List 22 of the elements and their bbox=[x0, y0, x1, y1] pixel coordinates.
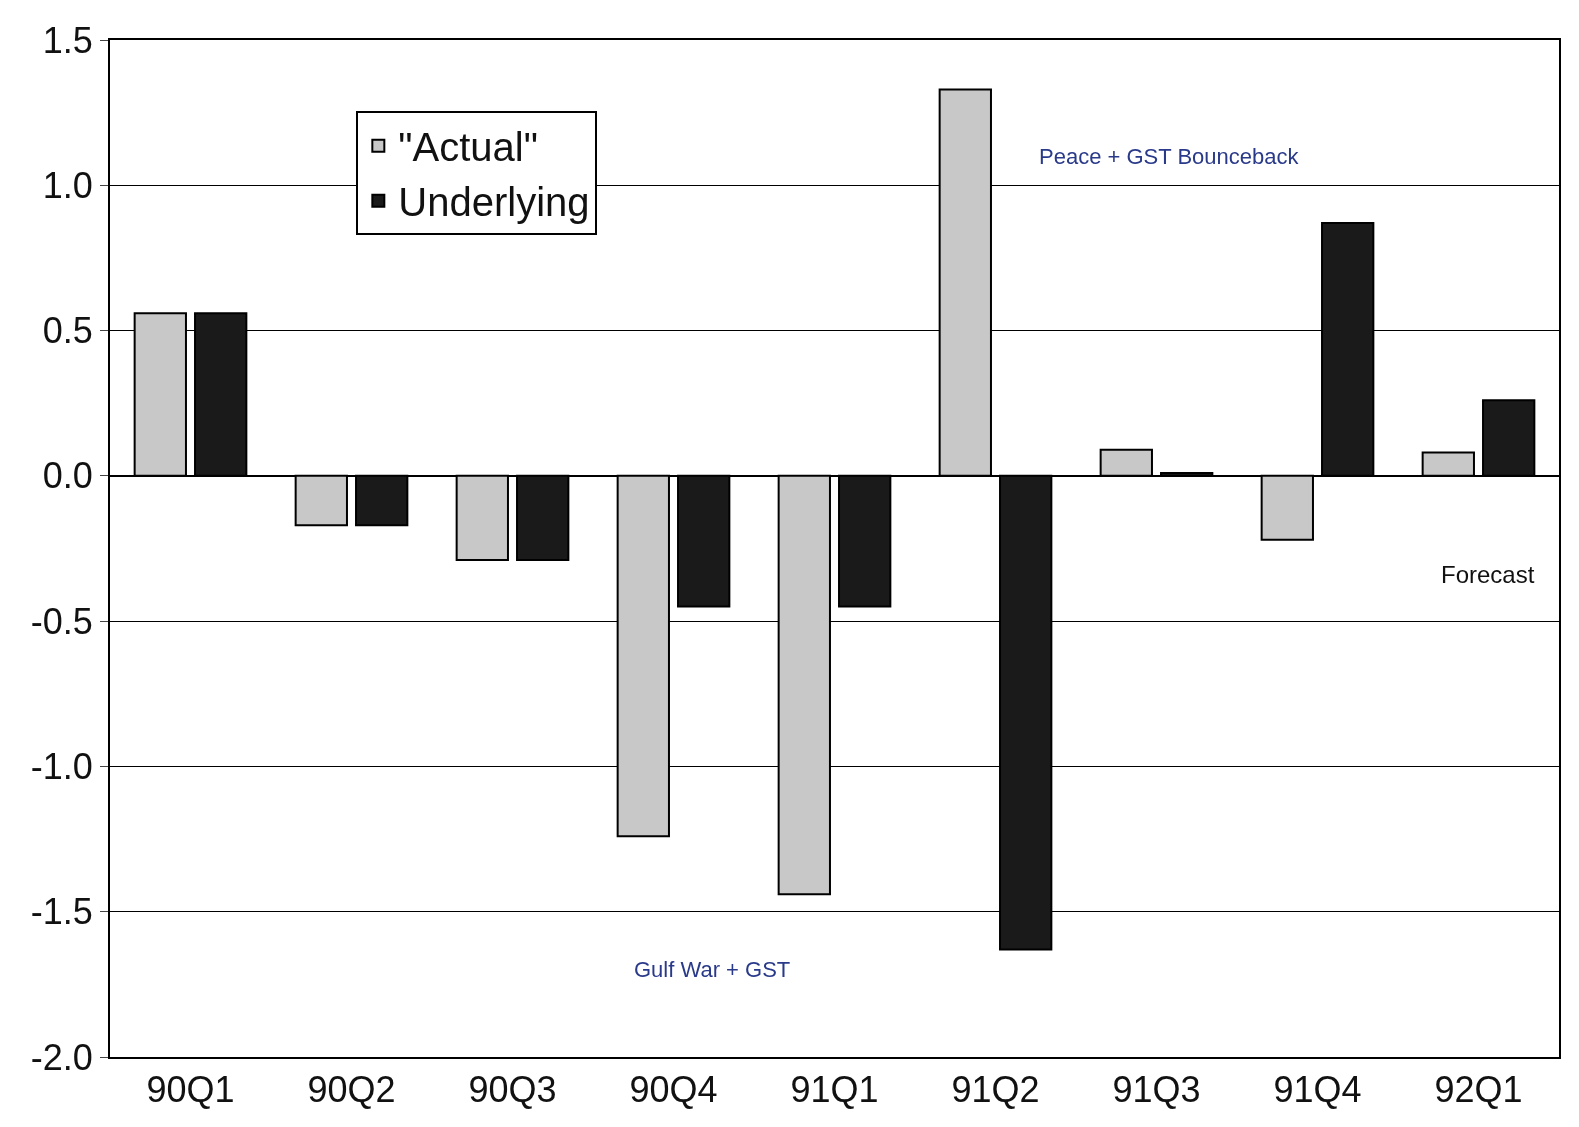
x-tick-label: 92Q1 bbox=[1434, 1069, 1523, 1111]
y-tick-label: 1.0 bbox=[42, 164, 93, 206]
x-tick-label: 91Q2 bbox=[951, 1069, 1040, 1111]
x-tick-label: 91Q1 bbox=[790, 1069, 879, 1111]
annotation: Forecast bbox=[1441, 561, 1535, 588]
legend-label: Underlying bbox=[398, 180, 590, 225]
annotation: Peace + GST Bounceback bbox=[1039, 144, 1300, 169]
x-tick-label: 91Q3 bbox=[1112, 1069, 1201, 1111]
y-tick-label: -1.5 bbox=[30, 891, 93, 933]
x-tick-label: 90Q1 bbox=[146, 1069, 235, 1111]
y-tick-label: -0.5 bbox=[30, 600, 93, 642]
y-tick-label: 1.5 bbox=[42, 19, 93, 61]
x-tick-label: 91Q4 bbox=[1273, 1069, 1362, 1111]
y-tick-label: -1.0 bbox=[30, 746, 93, 788]
x-tick-label: 90Q2 bbox=[307, 1069, 396, 1111]
x-tick-label: 90Q4 bbox=[629, 1069, 718, 1111]
legend-label: "Actual" bbox=[398, 125, 538, 170]
x-tick-label: 90Q3 bbox=[468, 1069, 557, 1111]
y-tick-label: -2.0 bbox=[30, 1036, 93, 1078]
annotation: Gulf War + GST bbox=[634, 957, 791, 982]
y-tick-label: 0.5 bbox=[42, 310, 93, 352]
y-tick-label: 0.0 bbox=[42, 455, 93, 497]
